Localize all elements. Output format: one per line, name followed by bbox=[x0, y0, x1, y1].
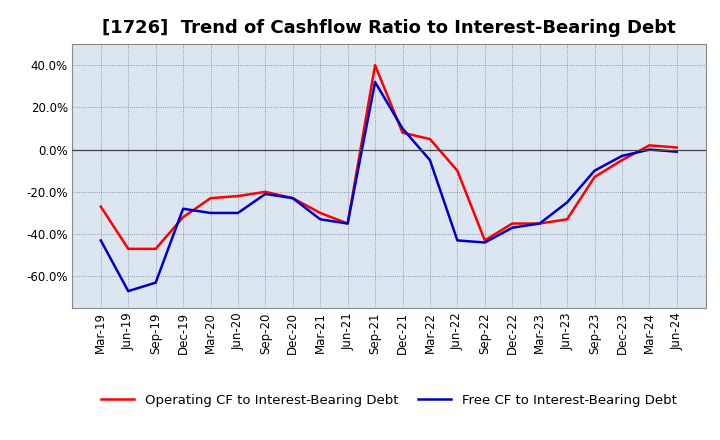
Free CF to Interest-Bearing Debt bbox=[151, 280, 160, 285]
Title: [1726]  Trend of Cashflow Ratio to Interest-Bearing Debt: [1726] Trend of Cashflow Ratio to Intere… bbox=[102, 19, 675, 37]
Free CF to Interest-Bearing Debt bbox=[508, 225, 516, 231]
Operating CF to Interest-Bearing Debt bbox=[453, 168, 462, 173]
Legend: Operating CF to Interest-Bearing Debt, Free CF to Interest-Bearing Debt: Operating CF to Interest-Bearing Debt, F… bbox=[96, 389, 682, 412]
Free CF to Interest-Bearing Debt bbox=[261, 191, 270, 197]
Free CF to Interest-Bearing Debt bbox=[645, 147, 654, 152]
Free CF to Interest-Bearing Debt bbox=[480, 240, 489, 245]
Free CF to Interest-Bearing Debt bbox=[618, 153, 626, 158]
Operating CF to Interest-Bearing Debt bbox=[645, 143, 654, 148]
Operating CF to Interest-Bearing Debt bbox=[124, 246, 132, 252]
Operating CF to Interest-Bearing Debt bbox=[96, 204, 105, 209]
Operating CF to Interest-Bearing Debt bbox=[398, 130, 407, 136]
Operating CF to Interest-Bearing Debt bbox=[261, 189, 270, 194]
Operating CF to Interest-Bearing Debt bbox=[508, 221, 516, 226]
Line: Free CF to Interest-Bearing Debt: Free CF to Interest-Bearing Debt bbox=[101, 82, 677, 291]
Free CF to Interest-Bearing Debt bbox=[96, 238, 105, 243]
Free CF to Interest-Bearing Debt bbox=[453, 238, 462, 243]
Operating CF to Interest-Bearing Debt bbox=[563, 216, 572, 222]
Free CF to Interest-Bearing Debt bbox=[371, 79, 379, 84]
Operating CF to Interest-Bearing Debt bbox=[151, 246, 160, 252]
Free CF to Interest-Bearing Debt bbox=[316, 216, 325, 222]
Operating CF to Interest-Bearing Debt bbox=[536, 221, 544, 226]
Free CF to Interest-Bearing Debt bbox=[343, 221, 352, 226]
Operating CF to Interest-Bearing Debt bbox=[316, 210, 325, 216]
Free CF to Interest-Bearing Debt bbox=[289, 195, 297, 201]
Operating CF to Interest-Bearing Debt bbox=[480, 238, 489, 243]
Operating CF to Interest-Bearing Debt bbox=[371, 62, 379, 68]
Operating CF to Interest-Bearing Debt bbox=[672, 145, 681, 150]
Free CF to Interest-Bearing Debt bbox=[398, 126, 407, 131]
Operating CF to Interest-Bearing Debt bbox=[590, 174, 599, 180]
Operating CF to Interest-Bearing Debt bbox=[426, 136, 434, 142]
Free CF to Interest-Bearing Debt bbox=[536, 221, 544, 226]
Free CF to Interest-Bearing Debt bbox=[563, 200, 572, 205]
Free CF to Interest-Bearing Debt bbox=[206, 210, 215, 216]
Operating CF to Interest-Bearing Debt bbox=[206, 195, 215, 201]
Operating CF to Interest-Bearing Debt bbox=[343, 221, 352, 226]
Free CF to Interest-Bearing Debt bbox=[672, 149, 681, 154]
Free CF to Interest-Bearing Debt bbox=[233, 210, 242, 216]
Operating CF to Interest-Bearing Debt bbox=[233, 194, 242, 199]
Free CF to Interest-Bearing Debt bbox=[426, 158, 434, 163]
Free CF to Interest-Bearing Debt bbox=[124, 289, 132, 294]
Operating CF to Interest-Bearing Debt bbox=[618, 158, 626, 163]
Free CF to Interest-Bearing Debt bbox=[590, 168, 599, 173]
Operating CF to Interest-Bearing Debt bbox=[289, 195, 297, 201]
Operating CF to Interest-Bearing Debt bbox=[179, 215, 187, 220]
Free CF to Interest-Bearing Debt bbox=[179, 206, 187, 211]
Line: Operating CF to Interest-Bearing Debt: Operating CF to Interest-Bearing Debt bbox=[101, 65, 677, 249]
